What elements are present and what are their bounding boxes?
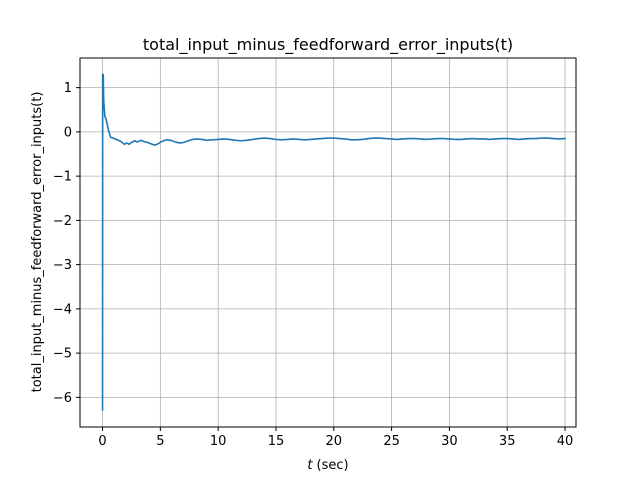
- y-tick-label: 1: [64, 81, 72, 96]
- y-tick-label: −2: [53, 214, 72, 229]
- x-tick-label: 0: [98, 434, 106, 449]
- y-tick-label: −3: [53, 258, 72, 273]
- series-line: [101, 73, 566, 411]
- x-axis-label-unit: (sec): [317, 458, 349, 473]
- x-axis-label-var: t: [307, 458, 313, 473]
- x-tick-label: 10: [210, 434, 227, 449]
- x-tick-label: 20: [326, 434, 343, 449]
- x-tick-label: 35: [499, 434, 516, 449]
- y-tick-label: −1: [53, 170, 72, 185]
- x-tick-label: 5: [156, 434, 164, 449]
- x-axis-label: t (sec): [307, 458, 348, 473]
- chart-title: total_input_minus_feedforward_error_inpu…: [143, 35, 513, 55]
- x-tick-label: 15: [268, 434, 285, 449]
- y-tick-label: −5: [53, 347, 72, 362]
- ticks: 0 5 10 15 20 25 30 35 40 −6 −5 −4 −3 −2 −1 0 1: [53, 81, 573, 449]
- y-tick-label: −4: [53, 302, 72, 317]
- y-tick-label: 0: [64, 125, 72, 140]
- y-tick-label: −6: [53, 391, 72, 406]
- x-tick-label: 40: [557, 434, 574, 449]
- y-axis-label: total_input_minus_feedforward_error_inpu…: [30, 92, 45, 393]
- x-tick-label: 25: [383, 434, 400, 449]
- grid: [80, 58, 576, 427]
- plot-frame: [79, 57, 577, 428]
- x-tick-label: 30: [441, 434, 458, 449]
- series-layer: [101, 73, 566, 411]
